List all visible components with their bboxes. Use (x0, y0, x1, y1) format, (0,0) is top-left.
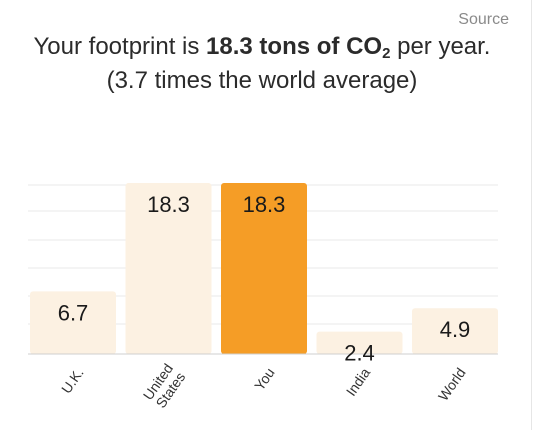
bar-you (221, 183, 307, 354)
bar-world (412, 308, 498, 354)
category-label: World (435, 365, 469, 404)
category-label: India (343, 365, 374, 399)
category-label-text: India (343, 365, 374, 399)
headline-co2-subscript: 2 (382, 45, 391, 62)
category-label: You (251, 365, 278, 394)
bar-u-k (30, 291, 116, 354)
category-label-text: U.K. (58, 365, 87, 396)
chart-bars (30, 183, 498, 354)
source-link[interactable]: Source (458, 11, 509, 28)
headline-amount: 18.3 tons of CO2 (206, 33, 391, 62)
headline-suffix: per year. (390, 33, 491, 60)
headline-prefix: Your footprint is (33, 33, 207, 60)
bar-united-states (125, 183, 212, 354)
category-label-text: You (251, 365, 278, 394)
bar-value-label: 18.3 (147, 192, 190, 217)
footprint-headline: Your footprint is 18.3 tons of CO2 per y… (20, 30, 504, 98)
category-label: U.K. (58, 365, 87, 396)
bar-value-label: 6.7 (58, 300, 89, 325)
chart-value-labels: 6.7 18.3 18.3 2.4 4.9 (58, 192, 471, 366)
bar-value-label: 18.3 (243, 192, 286, 217)
headline-amount-text: 18.3 tons of CO (206, 33, 383, 60)
headline-comparison: (3.7 times the world average) (106, 67, 418, 94)
bar-value-label: 2.4 (344, 341, 375, 366)
bar-value-label: 4.9 (440, 317, 471, 342)
category-label-text: World (435, 365, 469, 404)
bar-india (316, 331, 403, 354)
